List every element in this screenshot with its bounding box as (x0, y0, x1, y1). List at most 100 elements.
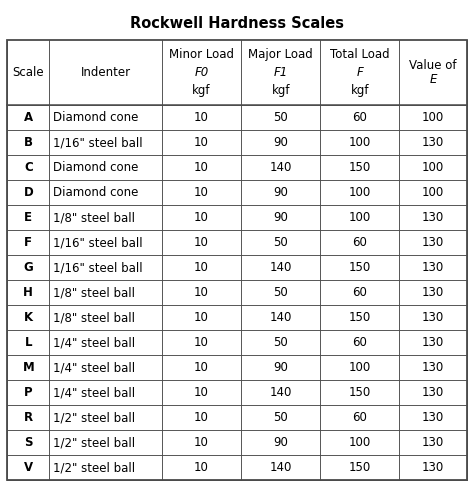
Text: 10: 10 (194, 311, 209, 324)
Text: E: E (429, 73, 437, 86)
Text: 1/8" steel ball: 1/8" steel ball (53, 211, 135, 224)
Text: F1: F1 (273, 66, 288, 79)
Text: P: P (24, 386, 33, 399)
Text: 10: 10 (194, 286, 209, 299)
Text: 60: 60 (352, 286, 367, 299)
Text: 150: 150 (349, 386, 371, 399)
Text: 130: 130 (422, 411, 444, 424)
Text: 1/16" steel ball: 1/16" steel ball (53, 261, 143, 274)
Text: 140: 140 (270, 261, 292, 274)
Text: 100: 100 (349, 436, 371, 449)
Text: Diamond cone: Diamond cone (53, 186, 138, 199)
Text: 1/16" steel ball: 1/16" steel ball (53, 136, 143, 149)
Text: kgf: kgf (192, 84, 211, 97)
Text: kgf: kgf (350, 84, 369, 97)
Text: 100: 100 (422, 186, 444, 199)
Text: F0: F0 (194, 66, 209, 79)
Text: 140: 140 (270, 461, 292, 474)
Text: 50: 50 (273, 111, 288, 124)
Text: A: A (24, 111, 33, 124)
Text: 140: 140 (270, 386, 292, 399)
Text: M: M (22, 361, 34, 374)
Text: 150: 150 (349, 161, 371, 174)
Text: 10: 10 (194, 161, 209, 174)
Text: G: G (23, 261, 33, 274)
Text: 60: 60 (352, 336, 367, 349)
Text: 130: 130 (422, 286, 444, 299)
Text: 1/4" steel ball: 1/4" steel ball (53, 361, 135, 374)
Text: 1/16" steel ball: 1/16" steel ball (53, 236, 143, 249)
Text: 90: 90 (273, 186, 288, 199)
Text: 90: 90 (273, 361, 288, 374)
Text: K: K (24, 311, 33, 324)
Text: S: S (24, 436, 33, 449)
Text: Rockwell Hardness Scales: Rockwell Hardness Scales (130, 16, 344, 31)
Text: Major Load: Major Load (248, 48, 313, 61)
Text: 50: 50 (273, 236, 288, 249)
Text: 1/4" steel ball: 1/4" steel ball (53, 386, 135, 399)
Text: 1/8" steel ball: 1/8" steel ball (53, 286, 135, 299)
Text: 10: 10 (194, 236, 209, 249)
Text: 130: 130 (422, 336, 444, 349)
Text: 130: 130 (422, 236, 444, 249)
Text: 10: 10 (194, 136, 209, 149)
Text: 10: 10 (194, 336, 209, 349)
Text: 130: 130 (422, 211, 444, 224)
Text: 50: 50 (273, 286, 288, 299)
Text: 60: 60 (352, 236, 367, 249)
Text: E: E (24, 211, 32, 224)
Text: 10: 10 (194, 186, 209, 199)
Text: D: D (23, 186, 33, 199)
Text: 10: 10 (194, 386, 209, 399)
Text: 1/8" steel ball: 1/8" steel ball (53, 311, 135, 324)
Text: C: C (24, 161, 33, 174)
Text: 100: 100 (349, 136, 371, 149)
Text: 150: 150 (349, 311, 371, 324)
Text: 10: 10 (194, 461, 209, 474)
Text: 50: 50 (273, 411, 288, 424)
Text: Scale: Scale (12, 66, 44, 79)
Text: B: B (24, 136, 33, 149)
Text: 130: 130 (422, 361, 444, 374)
Text: 10: 10 (194, 361, 209, 374)
Text: 100: 100 (349, 361, 371, 374)
Text: 90: 90 (273, 211, 288, 224)
Text: 60: 60 (352, 111, 367, 124)
Text: 150: 150 (349, 261, 371, 274)
Text: Diamond cone: Diamond cone (53, 161, 138, 174)
Text: 100: 100 (422, 111, 444, 124)
Text: 10: 10 (194, 411, 209, 424)
Text: 10: 10 (194, 261, 209, 274)
Text: R: R (24, 411, 33, 424)
Text: 100: 100 (349, 211, 371, 224)
Text: 130: 130 (422, 436, 444, 449)
Text: 130: 130 (422, 311, 444, 324)
Text: 130: 130 (422, 261, 444, 274)
Text: 10: 10 (194, 111, 209, 124)
Text: 1/2" steel ball: 1/2" steel ball (53, 436, 135, 449)
Text: 100: 100 (349, 186, 371, 199)
Text: Diamond cone: Diamond cone (53, 111, 138, 124)
Text: V: V (24, 461, 33, 474)
Text: 50: 50 (273, 336, 288, 349)
Text: 130: 130 (422, 386, 444, 399)
Text: 100: 100 (422, 161, 444, 174)
Text: 1/4" steel ball: 1/4" steel ball (53, 336, 135, 349)
Text: Value of: Value of (410, 59, 457, 72)
Text: L: L (25, 336, 32, 349)
Text: Minor Load: Minor Load (169, 48, 234, 61)
Text: 130: 130 (422, 461, 444, 474)
Text: F: F (356, 66, 363, 79)
Text: F: F (24, 236, 32, 249)
Text: Indenter: Indenter (81, 66, 131, 79)
Text: kgf: kgf (272, 84, 290, 97)
Text: 1/2" steel ball: 1/2" steel ball (53, 461, 135, 474)
Text: 90: 90 (273, 436, 288, 449)
Text: 90: 90 (273, 136, 288, 149)
Text: 140: 140 (270, 311, 292, 324)
Text: 10: 10 (194, 436, 209, 449)
Text: 1/2" steel ball: 1/2" steel ball (53, 411, 135, 424)
Text: 140: 140 (270, 161, 292, 174)
Text: 150: 150 (349, 461, 371, 474)
Text: Total Load: Total Load (330, 48, 390, 61)
